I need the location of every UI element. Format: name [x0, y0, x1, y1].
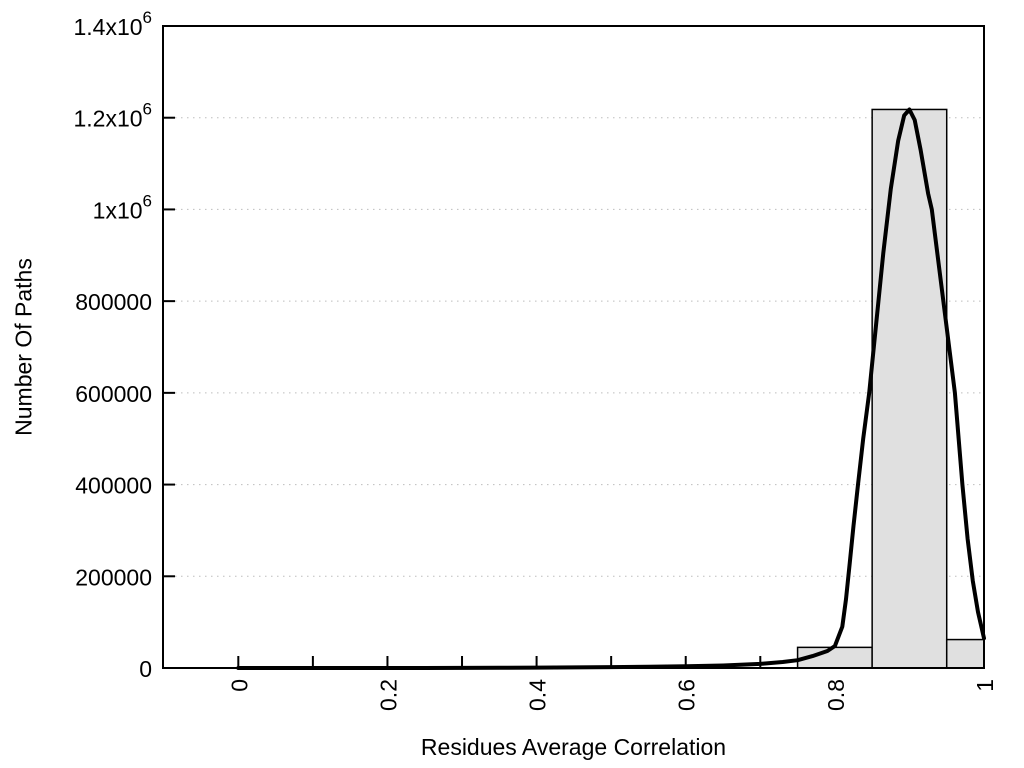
- y-tick-label: 600000: [75, 381, 152, 407]
- x-tick-label: 0.4: [525, 679, 551, 711]
- x-axis-title: Residues Average Correlation: [420, 734, 727, 760]
- histogram-bar: [945, 638, 985, 669]
- y-tick-label: 400000: [75, 473, 152, 499]
- x-tick-label: 1: [972, 679, 998, 692]
- x-tick-label: 0: [226, 679, 252, 692]
- y-tick-label: 1.4x106: [73, 8, 152, 41]
- y-tick-label: 1.2x106: [73, 99, 152, 132]
- plot-frame: [162, 25, 985, 669]
- y-tick-label: 800000: [75, 289, 152, 315]
- histogram-bar: [871, 108, 948, 669]
- y-tick-label: 1x106: [93, 191, 152, 224]
- x-tick-label: 0.2: [375, 679, 401, 711]
- y-tick-label: 200000: [75, 564, 152, 590]
- x-tick-label: 0.8: [823, 679, 849, 711]
- x-tick-label: 0.6: [674, 679, 700, 711]
- y-tick-label: 0: [139, 656, 152, 682]
